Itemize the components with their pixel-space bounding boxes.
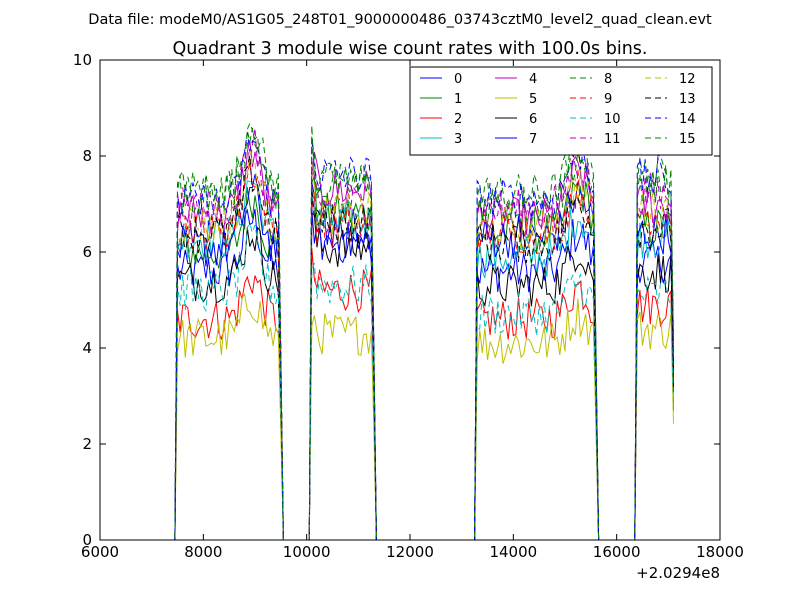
legend-label-13: 13 (679, 92, 696, 107)
legend-label-1: 1 (454, 92, 462, 107)
legend-label-14: 14 (679, 112, 696, 127)
series-line-4 (167, 139, 674, 540)
legend-label-7: 7 (529, 132, 537, 147)
legend-label-0: 0 (454, 72, 462, 87)
series-line-15 (167, 122, 674, 540)
legend-label-5: 5 (529, 92, 537, 107)
legend-label-11: 11 (604, 132, 621, 147)
x-tick-label: 16000 (593, 543, 641, 561)
legend-box (409, 66, 713, 156)
x-offset-label: +2.0294e8 (636, 564, 720, 582)
series-line-5 (167, 293, 674, 540)
series-line-0 (167, 181, 674, 540)
series-line-12 (167, 146, 674, 540)
legend-label-15: 15 (679, 132, 696, 147)
y-tick-label: 2 (82, 435, 92, 453)
series-line-9 (167, 161, 674, 540)
x-tick-label: 12000 (386, 543, 434, 561)
x-tick-label: 6000 (81, 543, 119, 561)
series-line-10 (167, 222, 674, 540)
series-line-13 (167, 155, 674, 540)
series-line-11 (167, 128, 674, 540)
series-line-2 (167, 247, 674, 540)
legend-label-9: 9 (604, 92, 612, 107)
legend-label-8: 8 (604, 72, 612, 87)
series-line-6 (167, 212, 674, 540)
x-tick-label: 8000 (184, 543, 222, 561)
x-tick-label: 14000 (489, 543, 537, 561)
legend-label-3: 3 (454, 132, 462, 147)
y-tick-label: 8 (82, 147, 92, 165)
legend-label-6: 6 (529, 112, 537, 127)
x-tick-label: 18000 (696, 543, 744, 561)
y-tick-label: 6 (82, 243, 92, 261)
y-tick-label: 0 (82, 531, 92, 549)
y-tick-label: 10 (73, 51, 92, 69)
legend-label-12: 12 (679, 72, 696, 87)
legend-label-2: 2 (454, 112, 462, 127)
series-layer (167, 122, 674, 540)
y-tick-label: 4 (82, 339, 92, 357)
x-tick-label: 10000 (283, 543, 331, 561)
legend-label-10: 10 (604, 112, 621, 127)
legend-label-4: 4 (529, 72, 537, 87)
series-line-7 (167, 174, 674, 540)
figure-suptitle: Data file: modeM0/AS1G05_248T01_90000004… (88, 12, 712, 28)
chart-title: Quadrant 3 module wise count rates with … (173, 39, 648, 59)
